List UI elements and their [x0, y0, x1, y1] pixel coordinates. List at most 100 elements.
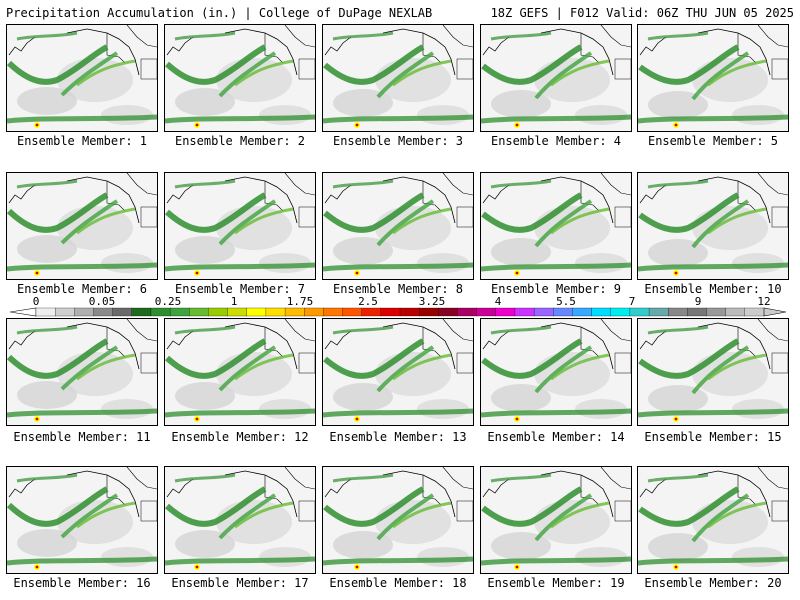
precip-map: [7, 467, 157, 573]
colorbar-swatch: [131, 307, 152, 317]
colorbar-tick-label: 0: [32, 295, 40, 308]
page-title: Precipitation Accumulation (in.) | Colle…: [6, 6, 433, 20]
precip-map: [7, 319, 157, 425]
colorbar-swatch: [399, 307, 420, 317]
colorbar-swatch: [725, 307, 746, 317]
ensemble-member-label: Ensemble Member: 7: [174, 282, 306, 296]
colorbar-swatch: [265, 307, 286, 317]
ensemble-member-label: Ensemble Member: 16: [13, 576, 151, 590]
colorbar-swatch: [342, 307, 363, 317]
colorbar-tick-label: 1: [230, 295, 238, 308]
ensemble-member-panel: [322, 318, 474, 426]
colorbar-swatch: [591, 307, 612, 317]
colorbar-min-arrow: [9, 307, 37, 317]
colorbar-swatch: [648, 307, 669, 317]
ensemble-member-label: Ensemble Member: 2: [174, 134, 306, 148]
colorbar-swatch: [419, 307, 439, 317]
ensemble-member-label: Ensemble Member: 14: [487, 430, 625, 444]
ensemble-member-label: Ensemble Member: 1: [16, 134, 148, 148]
colorbar-swatch: [189, 307, 209, 317]
colorbar-swatch: [208, 307, 229, 317]
precip-map: [165, 319, 315, 425]
precip-map: [481, 173, 631, 279]
precip-map: [323, 319, 473, 425]
ensemble-member-label: Ensemble Member: 10: [644, 282, 782, 296]
precip-map: [7, 173, 157, 279]
colorbar-swatch: [706, 307, 727, 317]
ensemble-member-label: Ensemble Member: 15: [644, 430, 782, 444]
ensemble-member-label: Ensemble Member: 3: [332, 134, 464, 148]
ensemble-member-panel: [6, 318, 158, 426]
ensemble-member-label: Ensemble Member: 11: [13, 430, 151, 444]
colorbar-swatch: [572, 307, 593, 317]
ensemble-member-label: Ensemble Member: 20: [644, 576, 782, 590]
precip-map: [481, 467, 631, 573]
ensemble-member-panel: [637, 172, 789, 280]
ensemble-member-label: Ensemble Member: 6: [16, 282, 148, 296]
colorbar-swatch: [150, 307, 171, 317]
ensemble-member-panel: [6, 172, 158, 280]
colorbar-swatch: [380, 307, 401, 317]
colorbar-swatch: [74, 307, 94, 317]
colorbar-swatch: [55, 307, 75, 317]
ensemble-member-label: Ensemble Member: 4: [490, 134, 622, 148]
ensemble-member-label: Ensemble Member: 5: [647, 134, 779, 148]
ensemble-member-label: Ensemble Member: 19: [487, 576, 625, 590]
colorbar-tick-label: 1.75: [286, 295, 314, 308]
colorbar-swatch: [533, 307, 554, 317]
ensemble-member-panel: [480, 172, 632, 280]
precip-map: [481, 25, 631, 131]
colorbar-swatch: [495, 307, 516, 317]
ensemble-member-panel: [6, 466, 158, 574]
colorbar-tick-label: 5.5: [556, 295, 576, 308]
ensemble-member-panel: [322, 172, 474, 280]
colorbar-tick-label: 7: [628, 295, 636, 308]
colorbar-swatch: [284, 307, 305, 317]
precip-map: [7, 25, 157, 131]
ensemble-member-label: Ensemble Member: 8: [332, 282, 464, 296]
colorbar-swatch: [438, 307, 458, 317]
colorbar-swatch: [476, 307, 497, 317]
colorbar-swatch: [169, 307, 190, 317]
ensemble-member-panel: [480, 466, 632, 574]
ensemble-member-panel: [164, 318, 316, 426]
ensemble-member-label: Ensemble Member: 13: [329, 430, 467, 444]
colorbar-tick-label: 12: [757, 295, 771, 308]
colorbar-swatch: [227, 307, 248, 317]
ensemble-member-panel: [322, 466, 474, 574]
colorbar-tick-label: 0.25: [154, 295, 182, 308]
precip-map: [323, 25, 473, 131]
colorbar-swatch: [93, 307, 114, 317]
colorbar-swatch: [457, 307, 478, 317]
run-info: 18Z GEFS | F012 Valid: 06Z THU JUN 05 20…: [490, 6, 794, 20]
colorbar-tick-label: 3.25: [418, 295, 446, 308]
ensemble-member-panel: [637, 466, 789, 574]
colorbar-swatch: [323, 307, 343, 317]
precip-map: [165, 25, 315, 131]
colorbar-swatch: [610, 307, 631, 317]
precip-map: [165, 467, 315, 573]
colorbar-swatch: [514, 307, 535, 317]
colorbar-swatch: [35, 307, 56, 317]
colorbar-swatch: [687, 307, 707, 317]
colorbar-swatch: [668, 307, 688, 317]
colorbar-swatch: [553, 307, 573, 317]
ensemble-member-panel: [164, 24, 316, 132]
colorbar-tick-label: 2.5: [358, 295, 378, 308]
colorbar-tick-label: 0.05: [88, 295, 116, 308]
ensemble-member-panel: [637, 24, 789, 132]
ensemble-member-panel: [480, 24, 632, 132]
colorbar-swatch: [112, 307, 133, 317]
ensemble-member-panel: [164, 466, 316, 574]
ensemble-member-panel: [6, 24, 158, 132]
precip-map: [323, 173, 473, 279]
precip-map: [638, 25, 788, 131]
colorbar-max-arrow: [763, 307, 787, 317]
colorbar-tick-label: 9: [694, 295, 702, 308]
colorbar-swatch: [744, 307, 765, 317]
ensemble-member-label: Ensemble Member: 18: [329, 576, 467, 590]
precip-colorbar: [9, 307, 787, 317]
ensemble-member-panel: [480, 318, 632, 426]
precip-map: [638, 319, 788, 425]
colorbar-swatch: [246, 307, 267, 317]
